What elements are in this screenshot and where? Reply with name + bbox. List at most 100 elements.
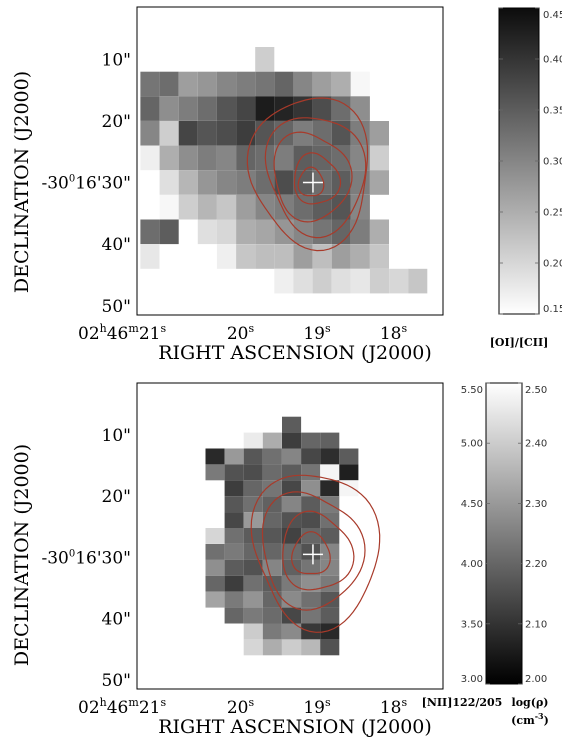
degree-sign: 0 [69,174,75,185]
colorbar-tick-label: 0.15 [543,304,562,315]
heatmap-cell [236,219,256,245]
heatmap-cell [320,480,340,497]
heatmap-cell [205,544,225,560]
heatmap-cell [140,145,160,171]
heatmap-cell [350,268,370,294]
heatmap-cell [282,416,302,433]
x-tick-label: 18s [380,322,408,344]
heatmap-cell [262,448,282,465]
heatmap-cell [282,448,302,465]
x-tick-seconds: 19 [303,698,325,718]
heatmap-cell [282,432,302,449]
heatmap-cell [197,170,217,195]
x-tick-seconds: 19 [303,324,325,344]
y-tick-label: -30016'30" [41,548,131,568]
heatmap-cell [312,219,332,245]
heatmap-cell [350,244,370,269]
colorbar-gradient-bottom [485,382,523,685]
contour-line [261,491,366,611]
heatmap-cell [369,145,389,171]
heatmap-cell [255,96,275,121]
heatmap-cell [301,575,321,592]
colorbar-tick-label: 0.30 [543,157,562,168]
heatmap-cell [262,544,282,560]
heatmap-cell [216,121,236,146]
heatmap-cell [224,512,244,528]
heatmap-cell [205,591,225,608]
heatmap-cell [197,96,217,121]
y-tick-label: 40" [102,610,131,630]
heatmap-cell [369,268,389,294]
heatmap-cell [350,96,370,121]
x-tick-seconds: 21 [139,698,161,718]
heatmap-cell [243,607,263,624]
heatmap-cell [159,219,179,245]
heatmap-cell [293,244,313,269]
second-unit: s [160,322,166,335]
heatmap-cell [224,464,244,481]
heatmap-cell [320,591,340,608]
heatmap-cell [369,244,389,269]
heatmap-cell [159,194,179,220]
x-tick-seconds: 20 [227,324,249,344]
heatmap-cell [224,480,244,497]
heatmap-cell [293,71,313,97]
heatmap-cell [243,559,263,576]
heatmap-cell [293,219,313,245]
y-tick-label: 20" [102,112,131,132]
contour-line [273,131,353,223]
y-tick-label: 40" [102,235,131,255]
heatmap-cell [282,607,302,624]
heatmap-cell [205,575,225,592]
heatmap-cell [350,219,370,245]
heatmap-cell [301,607,321,624]
colorbar-secondary-tick-label: 2.40 [525,439,547,450]
plot-frame-bottom [136,382,444,690]
y-tick-label: -30016'30" [41,174,131,194]
heatmap-cell [274,121,294,146]
contour-line [264,117,367,239]
colorbar-ticks-bottom: 3.00 3.50 4.00 4.50 5.00 5.50 2.00 2.10 2.20 2.30… [461,382,547,685]
heatmap-cell [293,194,313,220]
x-tick-label: 19s [303,322,331,344]
heatmap-cell [320,607,340,624]
minute-unit: m [128,696,139,709]
heatmap-cells-bottom [205,416,359,656]
heatmap-cell [178,96,198,121]
heatmap-cell [236,170,256,195]
heatmap-cell [312,71,332,97]
colorbar-ticks-top: 0.15 0.20 0.25 0.30 0.35 0.40 0.45 [499,7,562,315]
heatmap-cell [243,480,263,497]
heatmap-cell [216,219,236,245]
heatmap-cell [282,544,302,560]
heatmap-cell [243,448,263,465]
colorbar-secondary-tick-label: 2.50 [525,385,547,396]
heatmap-cell [205,448,225,465]
x-tick-seconds: 21 [139,324,161,344]
heatmap-cells-top [140,47,428,294]
x-tick-label: 20s [227,696,255,718]
heatmap-cell [274,170,294,195]
heatmap-cell [140,71,160,97]
heatmap-cell [243,575,263,592]
center-marker-bottom [302,544,323,565]
heatmap-cell [159,96,179,121]
heatmap-cell [178,170,198,195]
y-tick-label: 10" [102,50,131,70]
heatmap-cell [320,464,340,481]
heatmap-cell [389,268,409,294]
heatmap-cell [262,528,282,544]
unit-exponent: -3 [535,711,544,721]
heatmap-cell [197,121,217,146]
heatmap-cell [262,607,282,624]
heatmap-cell [274,145,294,171]
heatmap-cell [159,170,179,195]
x-tick-seconds: 20 [227,698,249,718]
heatmap-cell [159,71,179,97]
x-tick-minutes: 46 [107,698,129,718]
y-tick-label: 50" [102,297,131,317]
heatmap-cell [312,96,332,121]
x-axis-label-bottom: RIGHT ASCENSION (J2000) [158,716,432,738]
heatmap-cell [236,244,256,269]
